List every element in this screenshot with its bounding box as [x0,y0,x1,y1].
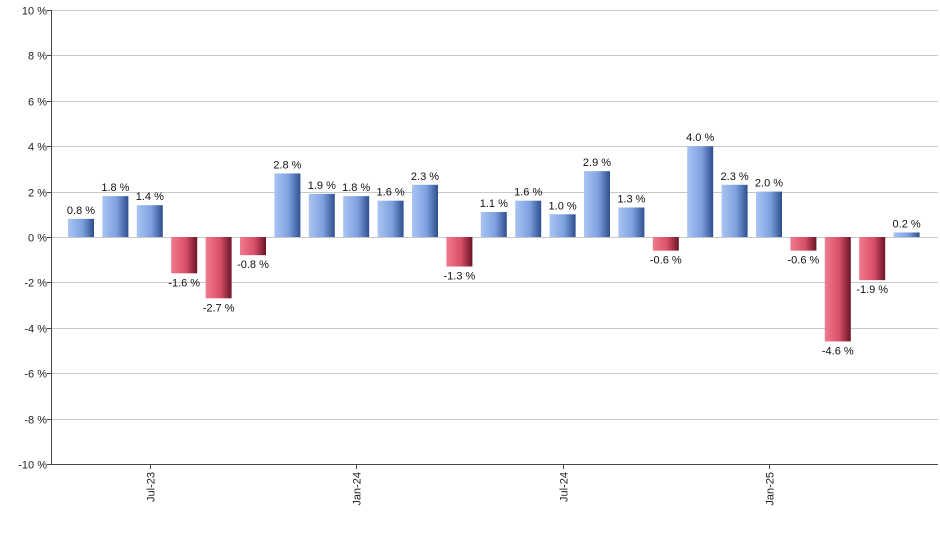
y-tick-label: -10 % [18,460,47,472]
x-tick-label: Jan-25 [765,472,777,506]
x-tick-label: Jul-23 [146,472,158,502]
data-label: -1.9 % [856,284,888,296]
y-tick-label: 10 % [22,6,47,18]
bar [377,200,404,237]
data-label: 1.8 % [342,182,370,194]
bar [824,237,851,342]
y-tick-label: -4 % [24,324,47,336]
y-tick-label: -2 % [24,278,47,290]
bar [102,196,129,237]
bar [652,237,679,251]
data-label: 0.8 % [67,205,95,217]
bar [515,200,542,237]
data-label: 1.3 % [617,193,645,205]
x-tick-label: Jul-24 [559,472,571,502]
data-label: -1.3 % [444,271,476,283]
data-label: 2.8 % [273,159,301,171]
bar [412,184,438,237]
bar [171,237,198,274]
bars [68,146,920,342]
data-label: -4.6 % [822,345,854,357]
y-tick-label: 4 % [28,142,47,154]
data-label: 1.8 % [101,182,129,194]
bar [549,214,576,237]
data-label: 1.1 % [480,198,508,210]
data-label: -0.6 % [650,255,682,267]
data-label: 4.0 % [686,132,714,144]
bar [274,173,301,237]
data-label: -0.8 % [237,259,269,271]
data-label: 0.2 % [893,218,921,230]
y-tick-label: 2 % [28,188,47,200]
bar [756,191,782,237]
y-tick-label: 0 % [28,233,47,245]
data-labels: 0.8 % 1.8 % 1.4 % -1.6 % -2.7 % -0.8 % 2.8 % 1.… [67,132,921,357]
data-label: -1.6 % [168,277,200,289]
x-axis-ticks: Jul-23 Jan-24 Jul-24 Jan-25 [146,464,777,506]
data-label: 2.3 % [721,171,749,183]
y-axis-ticks: 10 % 8 % 6 % 4 % 2 % 0 % -2 % -4 % -6 % -8 % -10 % [18,6,51,472]
y-tick-label: -6 % [24,369,47,381]
bar [343,196,370,237]
data-label: 2.0 % [755,178,783,190]
bar [893,232,920,237]
bar [136,205,163,237]
data-label: 2.3 % [411,171,439,183]
data-label: 1.6 % [514,187,542,199]
bar [859,237,886,281]
bar [205,237,232,299]
y-tick-label: -8 % [24,415,47,427]
bar [480,212,507,237]
data-label: 2.9 % [583,157,611,169]
bar [721,184,748,237]
bar [446,237,473,267]
bar [790,237,817,251]
x-tick-label: Jan-24 [352,472,364,506]
data-label: 1.4 % [136,191,164,203]
data-label: -2.7 % [203,302,235,314]
data-label: -0.6 % [788,255,820,267]
data-label: 1.6 % [377,187,405,199]
bar [308,193,335,237]
bar [68,218,94,237]
y-tick-label: 6 % [28,97,47,109]
bar [584,171,610,237]
data-label: 1.0 % [549,200,577,212]
bar [240,237,266,256]
bar [618,207,645,237]
bar [687,146,714,237]
data-label: 1.9 % [308,180,336,192]
y-tick-label: 8 % [28,51,47,63]
